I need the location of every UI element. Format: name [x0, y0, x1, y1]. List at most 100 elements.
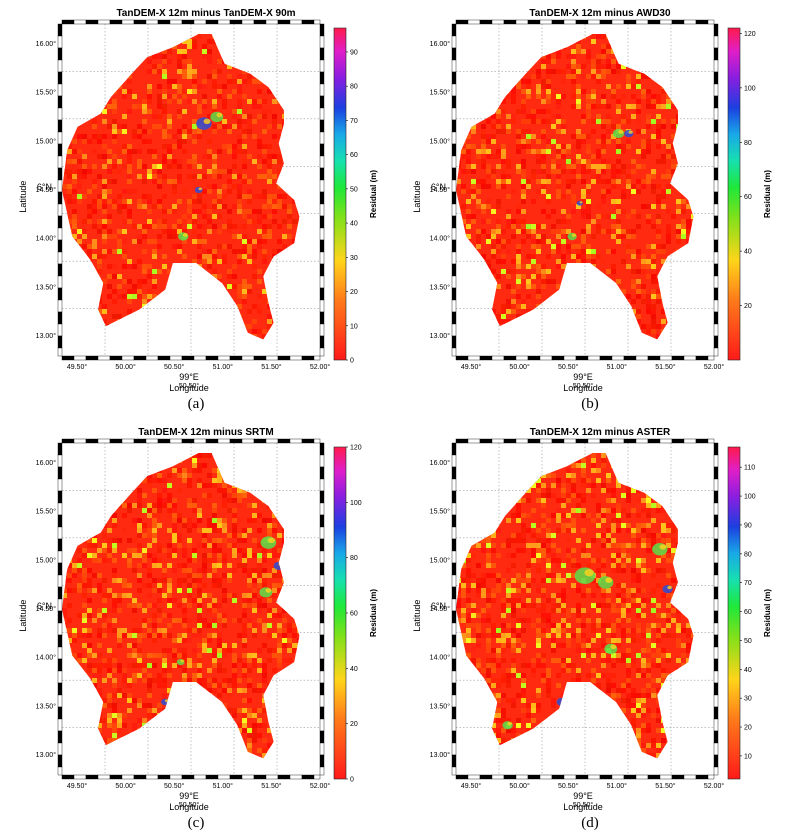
map-svg: TanDEM-X 12m minus TanDEM-X 90m 16.00° 15.… — [18, 8, 378, 393]
x-tick-label: 52.00° — [704, 782, 725, 790]
y-tick-label: 15.00° — [430, 137, 451, 145]
x-tick-label: 51.50° — [655, 782, 676, 790]
colorbar-tick-label: 10 — [744, 753, 752, 760]
x-axis-label: Longitude — [169, 383, 209, 393]
panel-caption: (b) — [581, 396, 599, 412]
y-tick-label: 16.00° — [36, 40, 57, 48]
y-axis-label: Latitude — [18, 600, 28, 632]
x-tick-label: 49.50° — [461, 782, 482, 790]
map-frame — [57, 438, 325, 780]
colorbar — [727, 446, 741, 780]
y-tick-label: 13.00° — [430, 332, 451, 340]
panel-caption: (c) — [187, 815, 205, 831]
colorbar-tick-label: 20 — [744, 725, 752, 732]
x-axis-label: Longitude — [563, 383, 603, 393]
colorbar-tick-label: 10 — [350, 323, 358, 330]
colorbar-tick-label: 0 — [350, 777, 354, 784]
x-tick-label: 50.00° — [115, 782, 136, 790]
colorbar-tick-label: 50 — [744, 638, 752, 645]
colorbar-tick-label: 80 — [744, 551, 752, 558]
panel-title: TanDEM-X 12m minus TanDEM-X 90m — [116, 8, 295, 19]
y-tick-label: 14.50° — [430, 605, 451, 613]
x-tick-label: 50.50° — [179, 382, 200, 390]
colorbar-tick-label: 90 — [744, 522, 752, 529]
colorbar-tick-label: 50 — [350, 186, 358, 193]
x-tick-label: 52.00° — [310, 363, 331, 371]
y-tick-label: 15.50° — [430, 89, 451, 97]
x-tick-label: 50.00° — [509, 782, 530, 790]
map-svg: TanDEM-X 12m minus AWD30 16.00° 15.50° 15.0… — [412, 8, 772, 393]
y-tick-label: 13.50° — [430, 702, 451, 710]
x-center-label: 99°E — [573, 791, 593, 801]
x-center-label: 99°E — [179, 372, 199, 382]
y-center-label: 6°N — [431, 182, 446, 192]
colorbar-tick-label: 60 — [350, 611, 358, 618]
x-tick-label: 51.00° — [213, 782, 234, 790]
colorbar-tick-label: 90 — [350, 49, 358, 56]
x-tick-label: 50.00° — [115, 363, 136, 371]
colorbar-tick-label: 110 — [744, 465, 755, 472]
x-tick-label: 50.50° — [558, 782, 579, 790]
map-svg: TanDEM-X 12m minus SRTM 16.00° 15.50° 15.00… — [18, 427, 378, 812]
y-tick-label: 13.00° — [36, 751, 57, 759]
colorbar-tick-label: 120 — [744, 31, 756, 38]
y-tick-label: 16.00° — [430, 459, 451, 467]
colorbar-label: Residual (m) — [763, 170, 772, 218]
colorbar-label: Residual (m) — [369, 170, 378, 218]
panel-title: TanDEM-X 12m minus ASTER — [530, 427, 671, 438]
colorbar-tick-label: 40 — [744, 249, 752, 256]
y-tick-label: 13.00° — [430, 751, 451, 759]
colorbar-tick-label: 60 — [744, 194, 752, 201]
colorbar — [727, 27, 741, 361]
panel-caption: (d) — [581, 815, 599, 831]
x-tick-label: 49.50° — [461, 363, 482, 371]
colorbar-tick-label: 80 — [744, 140, 752, 147]
y-tick-label: 14.50° — [36, 605, 57, 613]
colorbar-tick-label: 100 — [744, 85, 756, 92]
x-tick-label: 50.50° — [573, 801, 594, 809]
y-tick-label: 16.00° — [36, 459, 57, 467]
colorbar-tick-label: 80 — [350, 84, 358, 91]
colorbar-tick-label: 70 — [350, 118, 358, 125]
y-tick-label: 14.50° — [36, 186, 57, 194]
map-panel: TanDEM-X 12m minus AWD30 16.00° 15.50° 15.0… — [394, 0, 788, 419]
colorbar-tick-label: 40 — [350, 221, 358, 228]
y-tick-label: 13.50° — [36, 283, 57, 291]
x-axis-label: Longitude — [563, 802, 603, 812]
colorbar-tick-label: 30 — [744, 696, 752, 703]
colorbar-label: Residual (m) — [369, 589, 378, 637]
y-center-label: 6°N — [37, 601, 52, 611]
map-frame — [451, 19, 719, 361]
map-frame — [451, 438, 719, 780]
colorbar-tick-label: 30 — [350, 255, 358, 262]
x-tick-label: 49.50° — [67, 782, 88, 790]
y-tick-label: 16.00° — [430, 40, 451, 48]
y-center-label: 6°N — [431, 601, 446, 611]
colorbar-tick-label: 0 — [350, 358, 354, 365]
colorbar-tick-label: 60 — [744, 609, 752, 616]
x-tick-label: 50.50° — [573, 382, 594, 390]
colorbar-tick-label: 20 — [744, 303, 752, 310]
colorbar-tick-label: 40 — [744, 667, 752, 674]
y-axis-label: Latitude — [412, 181, 422, 213]
map-svg: TanDEM-X 12m minus ASTER 16.00° 15.50° 15.0… — [412, 427, 772, 812]
y-tick-label: 15.00° — [36, 556, 57, 564]
y-center-label: 6°N — [37, 182, 52, 192]
y-tick-label: 13.50° — [430, 283, 451, 291]
colorbar-tick-label: 70 — [744, 580, 752, 587]
colorbar-tick-label: 100 — [350, 500, 362, 507]
panel-caption: (a) — [187, 396, 205, 412]
x-tick-label: 50.50° — [164, 782, 185, 790]
y-tick-label: 15.50° — [36, 89, 57, 97]
y-tick-label: 15.50° — [430, 508, 451, 516]
x-tick-label: 52.00° — [704, 363, 725, 371]
x-tick-label: 51.50° — [261, 363, 282, 371]
map-panel: TanDEM-X 12m minus TanDEM-X 90m 16.00° 15.… — [0, 0, 394, 419]
x-tick-label: 50.50° — [179, 801, 200, 809]
x-center-label: 99°E — [179, 791, 199, 801]
y-tick-label: 14.00° — [36, 235, 57, 243]
x-tick-label: 50.50° — [558, 363, 579, 371]
colorbar-label: Residual (m) — [763, 589, 772, 637]
colorbar-tick-label: 40 — [350, 666, 358, 673]
y-tick-label: 14.00° — [430, 654, 451, 662]
